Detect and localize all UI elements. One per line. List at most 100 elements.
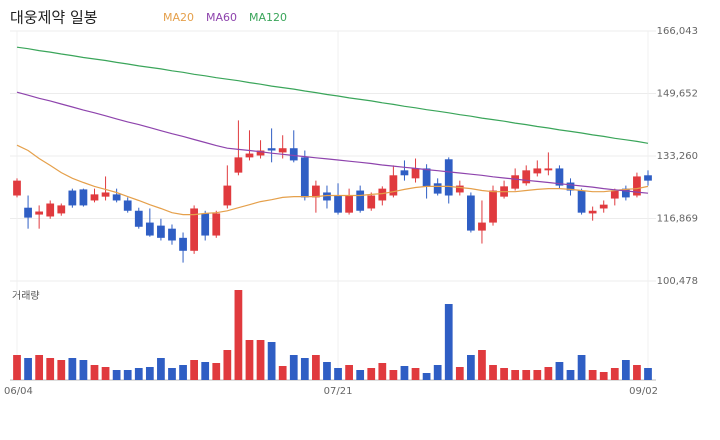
volume-bar <box>478 350 486 380</box>
volume-bar <box>134 368 143 380</box>
candle-body <box>157 225 165 238</box>
legend-entry: MA20 <box>163 11 194 24</box>
volume-bar <box>201 362 210 380</box>
candle-body <box>35 211 44 215</box>
y-tick-label: 133,260 <box>657 151 698 162</box>
candle-body <box>79 189 88 206</box>
volume-bar <box>46 358 55 380</box>
volume-bar <box>555 362 564 380</box>
candle-body <box>544 168 553 171</box>
candle-body <box>101 192 110 197</box>
candle-body <box>489 190 497 223</box>
volume-bar <box>278 366 287 380</box>
volume-bar <box>444 304 453 380</box>
volume-bar <box>234 290 243 380</box>
volume-bar <box>422 373 431 380</box>
volume-bar <box>588 370 597 380</box>
candle-body <box>356 190 365 211</box>
volume-bar <box>300 358 309 380</box>
candle-body <box>145 222 154 236</box>
volume-bar <box>245 340 254 380</box>
volume-bar <box>256 340 265 380</box>
volume-bar <box>79 360 88 380</box>
candle-body <box>278 148 287 153</box>
candle-body <box>533 168 542 174</box>
candle-body <box>234 157 243 173</box>
volume-bar <box>610 368 619 380</box>
x-tick-label: 06/04 <box>4 386 33 397</box>
candle-body <box>455 185 464 193</box>
candle-body <box>599 204 608 209</box>
volume-bar <box>400 366 409 380</box>
candle-body <box>566 182 575 191</box>
candle-body <box>46 203 55 217</box>
candle-body <box>588 210 597 214</box>
candle-body <box>223 185 232 206</box>
volume-bar <box>168 368 176 380</box>
candle-body <box>312 185 320 198</box>
candle-body <box>134 210 143 227</box>
candle-body <box>444 159 453 196</box>
volume-bar <box>378 363 387 380</box>
candle-body <box>621 188 630 198</box>
volume-bar <box>633 365 641 380</box>
volume-bar <box>500 368 508 380</box>
candle-body <box>389 175 398 196</box>
candle-body <box>633 176 641 196</box>
volume-bar <box>433 365 442 380</box>
volume-bar <box>334 368 342 380</box>
candle-body <box>256 150 265 156</box>
volume-bar <box>544 367 553 380</box>
candle-body <box>411 168 420 179</box>
candle-body <box>433 183 442 194</box>
volume-bar <box>145 367 154 380</box>
candle-body <box>289 148 298 161</box>
volume-bar <box>57 360 66 380</box>
candle-body <box>422 168 431 187</box>
y-tick-label: 166,043 <box>657 26 698 37</box>
candle-body <box>367 195 376 209</box>
y-tick-label: 116,869 <box>657 214 698 225</box>
volume-bar <box>212 363 221 380</box>
volume-bar <box>90 365 99 380</box>
volume-bar <box>179 365 187 380</box>
volume-label: 거래량 <box>12 290 40 302</box>
candle-body <box>123 200 132 211</box>
candle-body <box>378 188 387 201</box>
volume-bar <box>489 365 497 380</box>
candle-body <box>610 190 619 199</box>
volume-bar <box>644 368 652 380</box>
volume-bar <box>522 370 531 380</box>
candle-body <box>323 192 331 201</box>
volume-bar <box>123 370 132 380</box>
volume-bar <box>455 367 464 380</box>
ma-line <box>16 46 649 144</box>
candle-body <box>577 190 586 213</box>
volume-bar <box>323 362 331 380</box>
candle-body <box>68 190 77 206</box>
volume-bar <box>533 370 542 380</box>
x-tick-label: 07/21 <box>324 386 353 397</box>
volume-bar <box>367 368 376 380</box>
candle-body <box>522 170 531 184</box>
candle-body <box>245 153 254 158</box>
candle-body <box>511 175 520 189</box>
candle-body <box>300 157 309 198</box>
volume-bar <box>68 358 77 380</box>
volume-bar <box>389 370 398 380</box>
candle-body <box>334 195 342 213</box>
candle-body <box>555 168 564 186</box>
volume-bar <box>223 350 232 380</box>
candle-body <box>644 175 652 181</box>
volume-bar <box>356 370 365 380</box>
candle-body <box>212 213 221 236</box>
candle-body <box>190 208 198 251</box>
legend-entry: MA120 <box>249 11 287 24</box>
candle-body <box>345 195 353 213</box>
candle-body <box>400 170 409 176</box>
ma-line <box>16 144 649 216</box>
candle-body <box>179 237 187 251</box>
y-tick-label: 100,478 <box>657 276 698 287</box>
volume-bar <box>24 358 32 380</box>
